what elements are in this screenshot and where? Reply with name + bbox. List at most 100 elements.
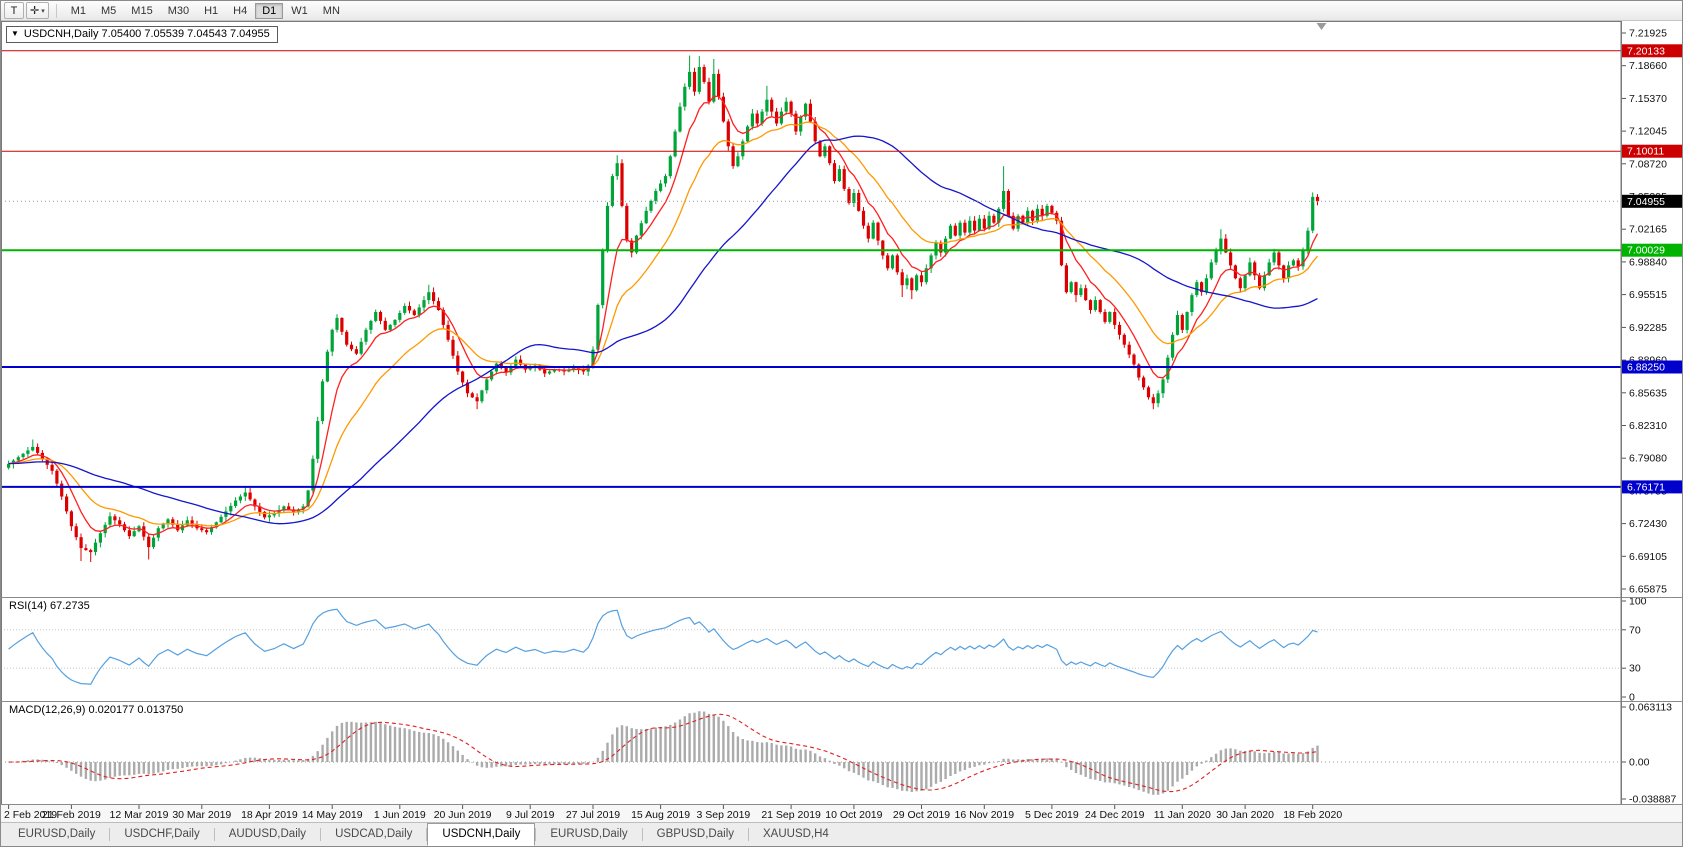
- timeframe-button-mn[interactable]: MN: [316, 3, 347, 19]
- svg-text:6.76171: 6.76171: [1627, 481, 1665, 493]
- time-axis[interactable]: [1, 804, 1621, 824]
- rsi-line: [8, 608, 1318, 685]
- panel-separator[interactable]: [1, 595, 1682, 601]
- svg-text:100: 100: [1629, 596, 1647, 608]
- svg-text:21 Sep 2019: 21 Sep 2019: [761, 809, 821, 821]
- svg-text:7.21925: 7.21925: [1629, 28, 1667, 40]
- price-badge: 6.88250: [1622, 360, 1682, 374]
- svg-text:5 Dec 2019: 5 Dec 2019: [1025, 809, 1079, 821]
- svg-text:7.15370: 7.15370: [1629, 93, 1667, 105]
- svg-text:18 Feb 2020: 18 Feb 2020: [1283, 809, 1342, 821]
- svg-text:6.98840: 6.98840: [1629, 256, 1667, 268]
- ohlc-info-box[interactable]: ▼ USDCNH,Daily 7.05400 7.05539 7.04543 7…: [6, 26, 278, 43]
- svg-text:7.02165: 7.02165: [1629, 224, 1667, 236]
- price-badge: 7.10011: [1622, 144, 1682, 158]
- chart-tab-bar: EURUSD,Daily USDCHF,Daily AUDUSD,Daily USDC…: [1, 822, 1682, 846]
- svg-text:21 Feb 2019: 21 Feb 2019: [42, 809, 101, 821]
- svg-text:7.08720: 7.08720: [1629, 158, 1667, 170]
- timeframe-button-m30[interactable]: M30: [161, 3, 196, 19]
- panel-separator[interactable]: [1, 699, 1682, 705]
- svg-text:6.65875: 6.65875: [1629, 584, 1667, 596]
- chart-canvas[interactable]: 7.219257.186607.153707.120457.087207.053…: [1, 21, 1683, 824]
- chart-tab-eurusd-daily[interactable]: EURUSD,Daily: [18, 828, 96, 840]
- timeframe-button-m15[interactable]: M15: [124, 3, 159, 19]
- macd-indicator-label: MACD(12,26,9) 0.020177 0.013750: [9, 704, 184, 716]
- timeframe-button-m1[interactable]: M1: [64, 3, 93, 19]
- svg-text:3 Sep 2019: 3 Sep 2019: [697, 809, 751, 821]
- chart-tab-audusd-daily[interactable]: AUDUSD,Daily: [228, 828, 307, 840]
- toolbar-separator: [55, 3, 57, 18]
- moving-average-line: [8, 135, 1318, 525]
- svg-text:0.00: 0.00: [1629, 757, 1650, 769]
- svg-text:30 Mar 2019: 30 Mar 2019: [172, 809, 231, 821]
- svg-text:7.04955: 7.04955: [1627, 196, 1665, 208]
- svg-text:30 Jan 2020: 30 Jan 2020: [1216, 809, 1274, 821]
- tab-separator: [641, 828, 643, 841]
- crosshair-tool-button[interactable]: ✛ ▾: [26, 2, 49, 19]
- one-click-trading-caret-icon[interactable]: ▼: [11, 29, 19, 38]
- chart-tab-eurusd-daily[interactable]: EURUSD,Daily: [550, 828, 628, 840]
- text-tool-button[interactable]: T: [4, 2, 24, 19]
- svg-text:7.20133: 7.20133: [1627, 45, 1665, 57]
- macd-histogram: [7, 711, 1319, 795]
- moving-average-line: [8, 121, 1318, 527]
- svg-text:1 Jun 2019: 1 Jun 2019: [374, 809, 426, 821]
- svg-text:-0.038887: -0.038887: [1629, 794, 1676, 806]
- svg-text:6.85635: 6.85635: [1629, 387, 1667, 399]
- svg-text:6.79080: 6.79080: [1629, 453, 1667, 465]
- price-badge: 7.20133: [1622, 44, 1682, 58]
- text-tool-icon: T: [10, 4, 18, 17]
- svg-text:14 May 2019: 14 May 2019: [302, 809, 363, 821]
- chart-title-ohlc: USDCNH,Daily 7.05400 7.05539 7.04543 7.0…: [23, 28, 270, 40]
- timeframe-button-d1[interactable]: D1: [255, 2, 284, 19]
- svg-text:15 Aug 2019: 15 Aug 2019: [631, 809, 690, 821]
- tab-separator: [109, 828, 111, 841]
- timeframe-button-h1[interactable]: H1: [197, 3, 225, 19]
- svg-text:20 Jun 2019: 20 Jun 2019: [434, 809, 492, 821]
- svg-text:30: 30: [1629, 663, 1641, 675]
- svg-text:7.18660: 7.18660: [1629, 60, 1667, 72]
- timeframe-button-m5[interactable]: M5: [94, 3, 123, 19]
- price-badge: 7.04955: [1622, 194, 1682, 208]
- svg-text:11 Jan 2020: 11 Jan 2020: [1154, 809, 1211, 821]
- svg-text:10 Oct 2019: 10 Oct 2019: [825, 809, 882, 821]
- svg-text:6.69105: 6.69105: [1629, 551, 1667, 563]
- svg-text:2 Feb 2019: 2 Feb 2019: [4, 809, 57, 821]
- svg-text:6.95515: 6.95515: [1629, 289, 1667, 301]
- price-badge: 6.76171: [1622, 480, 1682, 494]
- tab-separator: [213, 828, 215, 841]
- chart-shift-marker: [1316, 23, 1327, 30]
- svg-text:70: 70: [1629, 624, 1641, 636]
- price-axis[interactable]: [1621, 21, 1682, 784]
- svg-text:16 Nov 2019: 16 Nov 2019: [955, 809, 1015, 821]
- chart-tab-usdcad-daily[interactable]: USDCAD,Daily: [335, 828, 413, 840]
- top-toolbar: T ✛ ▾ M1 M5 M15 M30 H1 H4 D1 W1 MN: [1, 1, 1682, 21]
- rsi-indicator-label: RSI(14) 67.2735: [9, 600, 90, 612]
- timeframe-button-h4[interactable]: H4: [226, 3, 254, 19]
- chart-tab-usdcnh-daily[interactable]: USDCNH,Daily: [427, 823, 536, 846]
- svg-text:24 Dec 2019: 24 Dec 2019: [1085, 809, 1145, 821]
- svg-text:6.92285: 6.92285: [1629, 322, 1667, 334]
- moving-average-line: [8, 95, 1319, 536]
- chart-tab-gbpusd-daily[interactable]: GBPUSD,Daily: [656, 828, 734, 840]
- svg-text:6.88250: 6.88250: [1627, 362, 1665, 374]
- svg-text:12 Mar 2019: 12 Mar 2019: [110, 809, 169, 821]
- svg-text:7.00029: 7.00029: [1627, 245, 1665, 257]
- tab-separator: [320, 828, 322, 841]
- chart-tab-xauusd-h4[interactable]: XAUUSD,H4: [763, 828, 829, 840]
- svg-text:0.063113: 0.063113: [1629, 702, 1672, 714]
- timeframe-button-w1[interactable]: W1: [284, 3, 315, 19]
- svg-text:0: 0: [1629, 692, 1635, 704]
- tab-separator: [426, 828, 428, 841]
- svg-text:7.12045: 7.12045: [1629, 126, 1667, 138]
- svg-text:6.82310: 6.82310: [1629, 420, 1667, 432]
- svg-text:6.72430: 6.72430: [1629, 518, 1667, 530]
- chevron-down-icon: ▾: [41, 7, 45, 15]
- svg-text:18 Apr 2019: 18 Apr 2019: [241, 809, 298, 821]
- timeframe-button-group: M1 M5 M15 M30 H1 H4 D1 W1 MN: [64, 2, 347, 19]
- chart-tab-usdchf-daily[interactable]: USDCHF,Daily: [124, 828, 200, 840]
- svg-text:27 Jul 2019: 27 Jul 2019: [566, 809, 620, 821]
- svg-text:9 Jul 2019: 9 Jul 2019: [506, 809, 555, 821]
- svg-text:7.10011: 7.10011: [1627, 146, 1664, 158]
